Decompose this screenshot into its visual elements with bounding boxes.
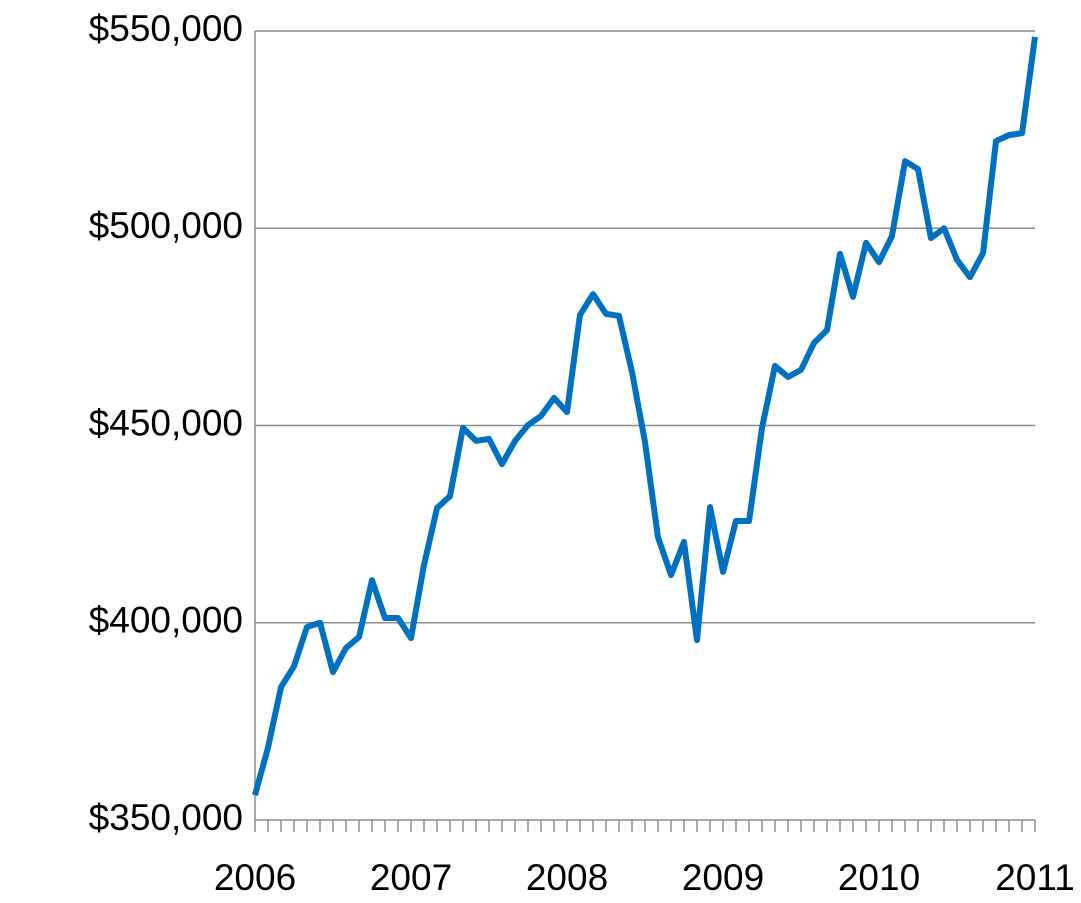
x-tick-label: 2010: [838, 857, 920, 898]
x-tick-label: 2011: [995, 857, 1075, 898]
y-tick-label: $400,000: [89, 600, 243, 641]
y-tick-label: $350,000: [89, 797, 243, 838]
y-tick-label: $450,000: [89, 402, 243, 443]
line-series: [252, 36, 1038, 796]
y-tick-label: $550,000: [89, 8, 243, 49]
x-tick-label: 2006: [214, 857, 296, 898]
x-tick-label: 2007: [370, 857, 452, 898]
x-tick-label: 2009: [682, 857, 764, 898]
x-tick-label: 2008: [526, 857, 608, 898]
y-tick-label: $500,000: [89, 205, 243, 246]
